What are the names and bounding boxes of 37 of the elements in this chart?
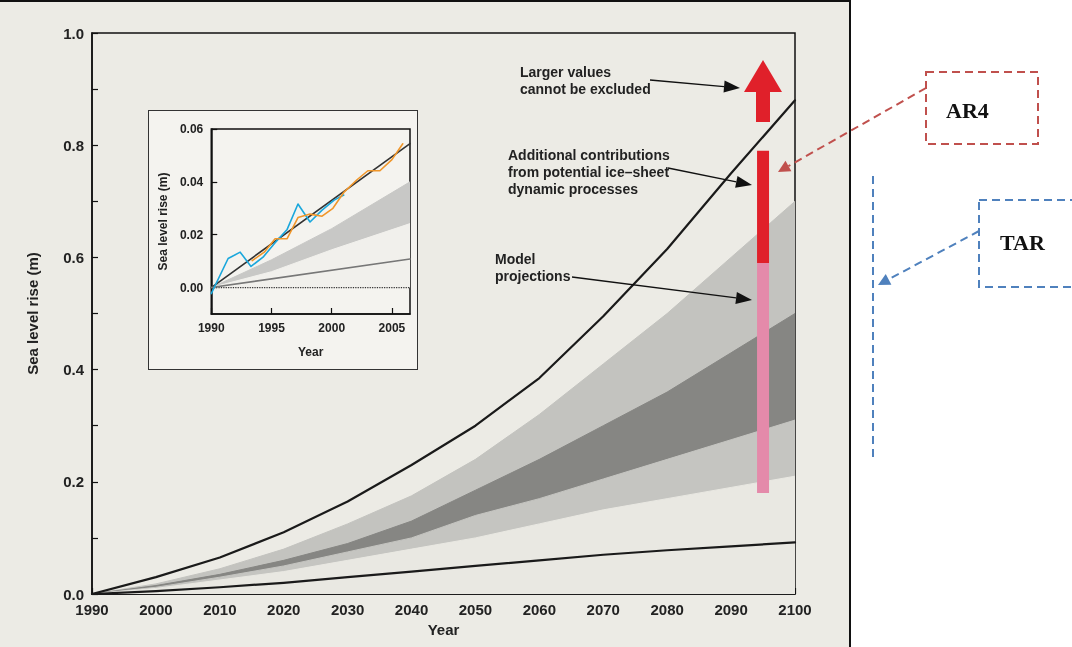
x-tick-label: 2050 (458, 601, 493, 618)
y-tick-label: 0.8 (63, 136, 84, 154)
y-tick-label: 0.02 (179, 227, 204, 242)
y-tick-label: 0.0 (63, 585, 84, 603)
x-tick-label: 2010 (203, 601, 237, 618)
y-tick-label: 0.06 (179, 122, 204, 136)
annotation: Larger values cannot be excluded (520, 64, 651, 98)
x-axis-title: Year (427, 620, 460, 638)
x-tick-label: 2000 (139, 601, 173, 618)
y-tick-label: 0.00 (179, 280, 204, 295)
y-axis-title: Sea level rise (m) (24, 252, 41, 375)
x-tick-label: 2000 (318, 321, 346, 335)
x-tick-label: 1990 (75, 601, 109, 618)
x-tick-label: 1995 (258, 321, 286, 335)
x-tick-label: 2040 (394, 601, 429, 618)
y-tick-label: 0.4 (63, 361, 85, 379)
annotation: Model projections (495, 251, 571, 285)
x-tick-label: 2020 (267, 601, 301, 618)
x-tick-label: 2080 (650, 601, 684, 618)
text: AR4 (946, 98, 989, 124)
y-axis-title: Sea level rise (m) (156, 172, 170, 271)
x-tick-label: 2090 (714, 601, 748, 618)
x-tick-label: 2005 (378, 321, 406, 335)
y-tick-label: 0.6 (63, 248, 84, 266)
x-tick-label: 2060 (522, 601, 557, 618)
line-series (251, 143, 404, 262)
x-tick-label: 1990 (197, 321, 225, 335)
x-axis-title: Year (297, 345, 324, 359)
x-tick-label: 2030 (330, 601, 365, 618)
x-tick-label: 2070 (586, 601, 620, 618)
line-series (210, 194, 345, 295)
x-tick-label: 2100 (778, 601, 812, 618)
text: TAR (1000, 230, 1045, 256)
y-tick-label: 0.04 (179, 174, 204, 189)
annotation: Additional contributions from potential ice–sheet dynamic processes (508, 147, 670, 198)
y-tick-label: 1.0 (63, 24, 84, 42)
y-tick-label: 0.2 (63, 473, 84, 491)
